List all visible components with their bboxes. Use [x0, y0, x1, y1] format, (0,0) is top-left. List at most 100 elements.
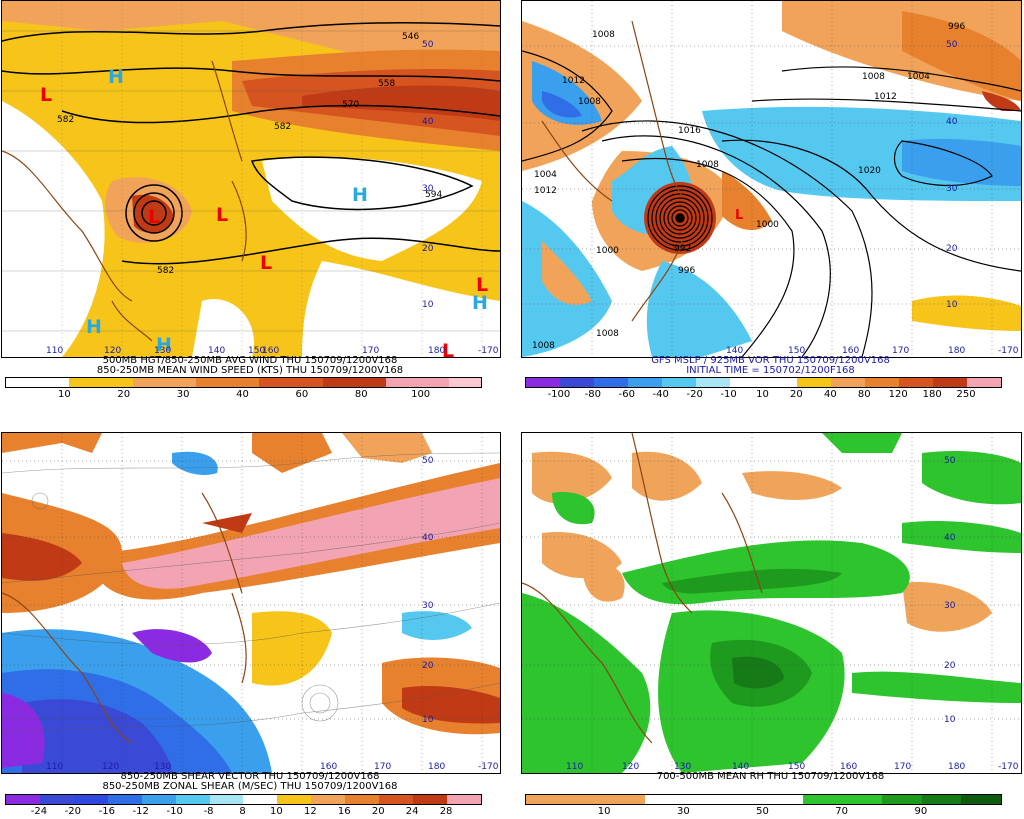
contour-label: 1012	[874, 92, 897, 102]
contour-label: 1008	[696, 160, 719, 170]
lat-label: 40	[946, 117, 958, 127]
lat-label: 10	[422, 300, 434, 310]
map-500mb-height: L H L L L H L H H H L 546 558 570 582 58…	[1, 0, 501, 358]
lon-label: 170	[892, 346, 909, 356]
colorbar-tick-label: 10	[270, 806, 283, 817]
lon-label: 140	[726, 346, 743, 356]
lat-label: 20	[422, 244, 434, 254]
colorbar-tick-label: 20	[790, 389, 803, 400]
contour-label: 1012	[562, 76, 585, 86]
colorbar-tick-label: 24	[405, 806, 419, 817]
lat-label: 30	[946, 184, 958, 194]
colorbar-tick-label: 30	[176, 389, 190, 400]
colorbar-swatch	[354, 378, 387, 387]
colorbar-swatch	[723, 795, 764, 804]
colorbar-tick-label: 180	[922, 389, 942, 400]
contour-label: 570	[342, 100, 359, 110]
colorbar-swatch	[729, 378, 764, 387]
contour-label: 996	[948, 22, 965, 32]
panel-shear: 50 40 30 20 10 110 120 130 160 170 180 -…	[0, 432, 504, 819]
panel-subtitle: 850-250MB ZONAL SHEAR (M/SEC) THU 150709…	[102, 781, 398, 792]
map-canvas: 50 40 30 20 10 110 120 130 140 150 160 1…	[522, 433, 1021, 773]
low-pressure-marker: L	[260, 252, 272, 274]
colorbar-tick-label: 16	[337, 806, 351, 817]
panel-title: 500MB HGT/850-250MB AVG WIND THU 150709/…	[102, 355, 398, 366]
low-pressure-marker: L	[40, 84, 52, 106]
contour-label: 582	[274, 122, 291, 132]
colorbar-tick-label: 250	[956, 389, 976, 400]
colorbar-tick-label: 10	[756, 389, 769, 400]
colorbar-tick-label: -8	[203, 806, 214, 817]
colorbar-swatch	[69, 378, 102, 387]
colorbar	[525, 794, 1002, 805]
map-rh: 50 40 30 20 10 110 120 130 140 150 160 1…	[521, 432, 1022, 774]
panel-title: GFS MSLP / 925MB VOR THU 150709/1200V168	[651, 355, 890, 366]
colorbar-swatch	[73, 795, 108, 804]
colorbar-swatch	[39, 795, 74, 804]
colorbar-swatch	[259, 378, 292, 387]
high-pressure-marker: H	[156, 334, 172, 356]
colorbar-swatch	[243, 795, 278, 804]
colorbar-swatch	[797, 378, 832, 387]
colorbar-ticks: 10 20 30 40 60 80 100	[5, 389, 480, 401]
colorbar-swatch	[209, 795, 244, 804]
colorbar-tick-label: 10	[597, 806, 611, 817]
lon-label: 160	[262, 346, 279, 356]
colorbar-swatch	[644, 795, 685, 804]
colorbar-tick-label: -100	[547, 389, 571, 400]
colorbar-tick-label: 40	[236, 389, 249, 400]
colorbar-swatch	[605, 795, 645, 804]
contour-label: 1004	[534, 170, 557, 180]
colorbar-tick-label: -60	[618, 389, 635, 400]
colorbar-swatch	[961, 795, 1001, 804]
colorbar-swatch	[227, 378, 260, 387]
lat-label: 50	[944, 456, 956, 466]
lon-label: 140	[732, 762, 749, 772]
lon-label: -170	[478, 346, 499, 356]
colorbar-tick-label: 70	[835, 806, 849, 817]
low-pressure-marker: L	[735, 208, 743, 223]
colorbar-tick-label: 50	[756, 806, 769, 817]
colorbar-tick-label: -20	[64, 806, 82, 817]
lon-label: 160	[842, 346, 859, 356]
panel-relative-humidity: 50 40 30 20 10 110 120 130 140 150 160 1…	[520, 432, 1024, 819]
colorbar-swatch	[379, 795, 414, 804]
colorbar-swatch	[593, 378, 628, 387]
lat-label: 30	[422, 601, 434, 611]
lat-label: 50	[422, 40, 434, 50]
colorbar-swatch	[417, 378, 450, 387]
colorbar-ticks: -24 -20 -16 -12 -10 -8 8 10 12 16 20 24 28	[5, 806, 480, 818]
colorbar-swatch	[842, 795, 883, 804]
lon-label: 130	[154, 346, 171, 356]
colorbar-swatch	[311, 795, 346, 804]
lat-label: 40	[422, 117, 434, 127]
lon-label: 120	[622, 762, 639, 772]
colorbar-ticks: -100 -80 -60 -40 -20 -10 10 20 40 80 120 180 250	[525, 389, 1000, 401]
high-pressure-marker: H	[108, 66, 124, 88]
colorbar-swatch	[831, 378, 866, 387]
lon-label: 130	[674, 762, 691, 772]
lon-label: 160	[840, 762, 857, 772]
lon-label: 180	[948, 762, 965, 772]
colorbar-tick-label: 80	[354, 389, 368, 400]
colorbar-tick-label: 60	[295, 389, 309, 400]
colorbar	[5, 794, 482, 805]
colorbar-swatch	[449, 378, 482, 387]
colorbar-swatch	[413, 795, 447, 804]
lat-label: 40	[944, 533, 956, 543]
lon-label: 180	[428, 346, 445, 356]
colorbar-ticks: 10 30 50 70 90	[525, 806, 1000, 818]
colorbar-tick-label: 28	[439, 806, 453, 817]
colorbar-swatch	[101, 378, 133, 387]
contour-label: 1008	[592, 30, 615, 40]
contour-label: 996	[678, 266, 695, 276]
lat-label: 50	[422, 456, 434, 466]
lon-label: 110	[566, 762, 583, 772]
lon-label: 180	[948, 346, 965, 356]
contour-label: 1016	[678, 126, 701, 136]
colorbar-swatch	[291, 378, 323, 387]
colorbar-swatch	[141, 795, 176, 804]
contour-label: 1008	[596, 329, 619, 339]
lon-label: 120	[104, 346, 121, 356]
high-pressure-marker: H	[86, 316, 102, 338]
